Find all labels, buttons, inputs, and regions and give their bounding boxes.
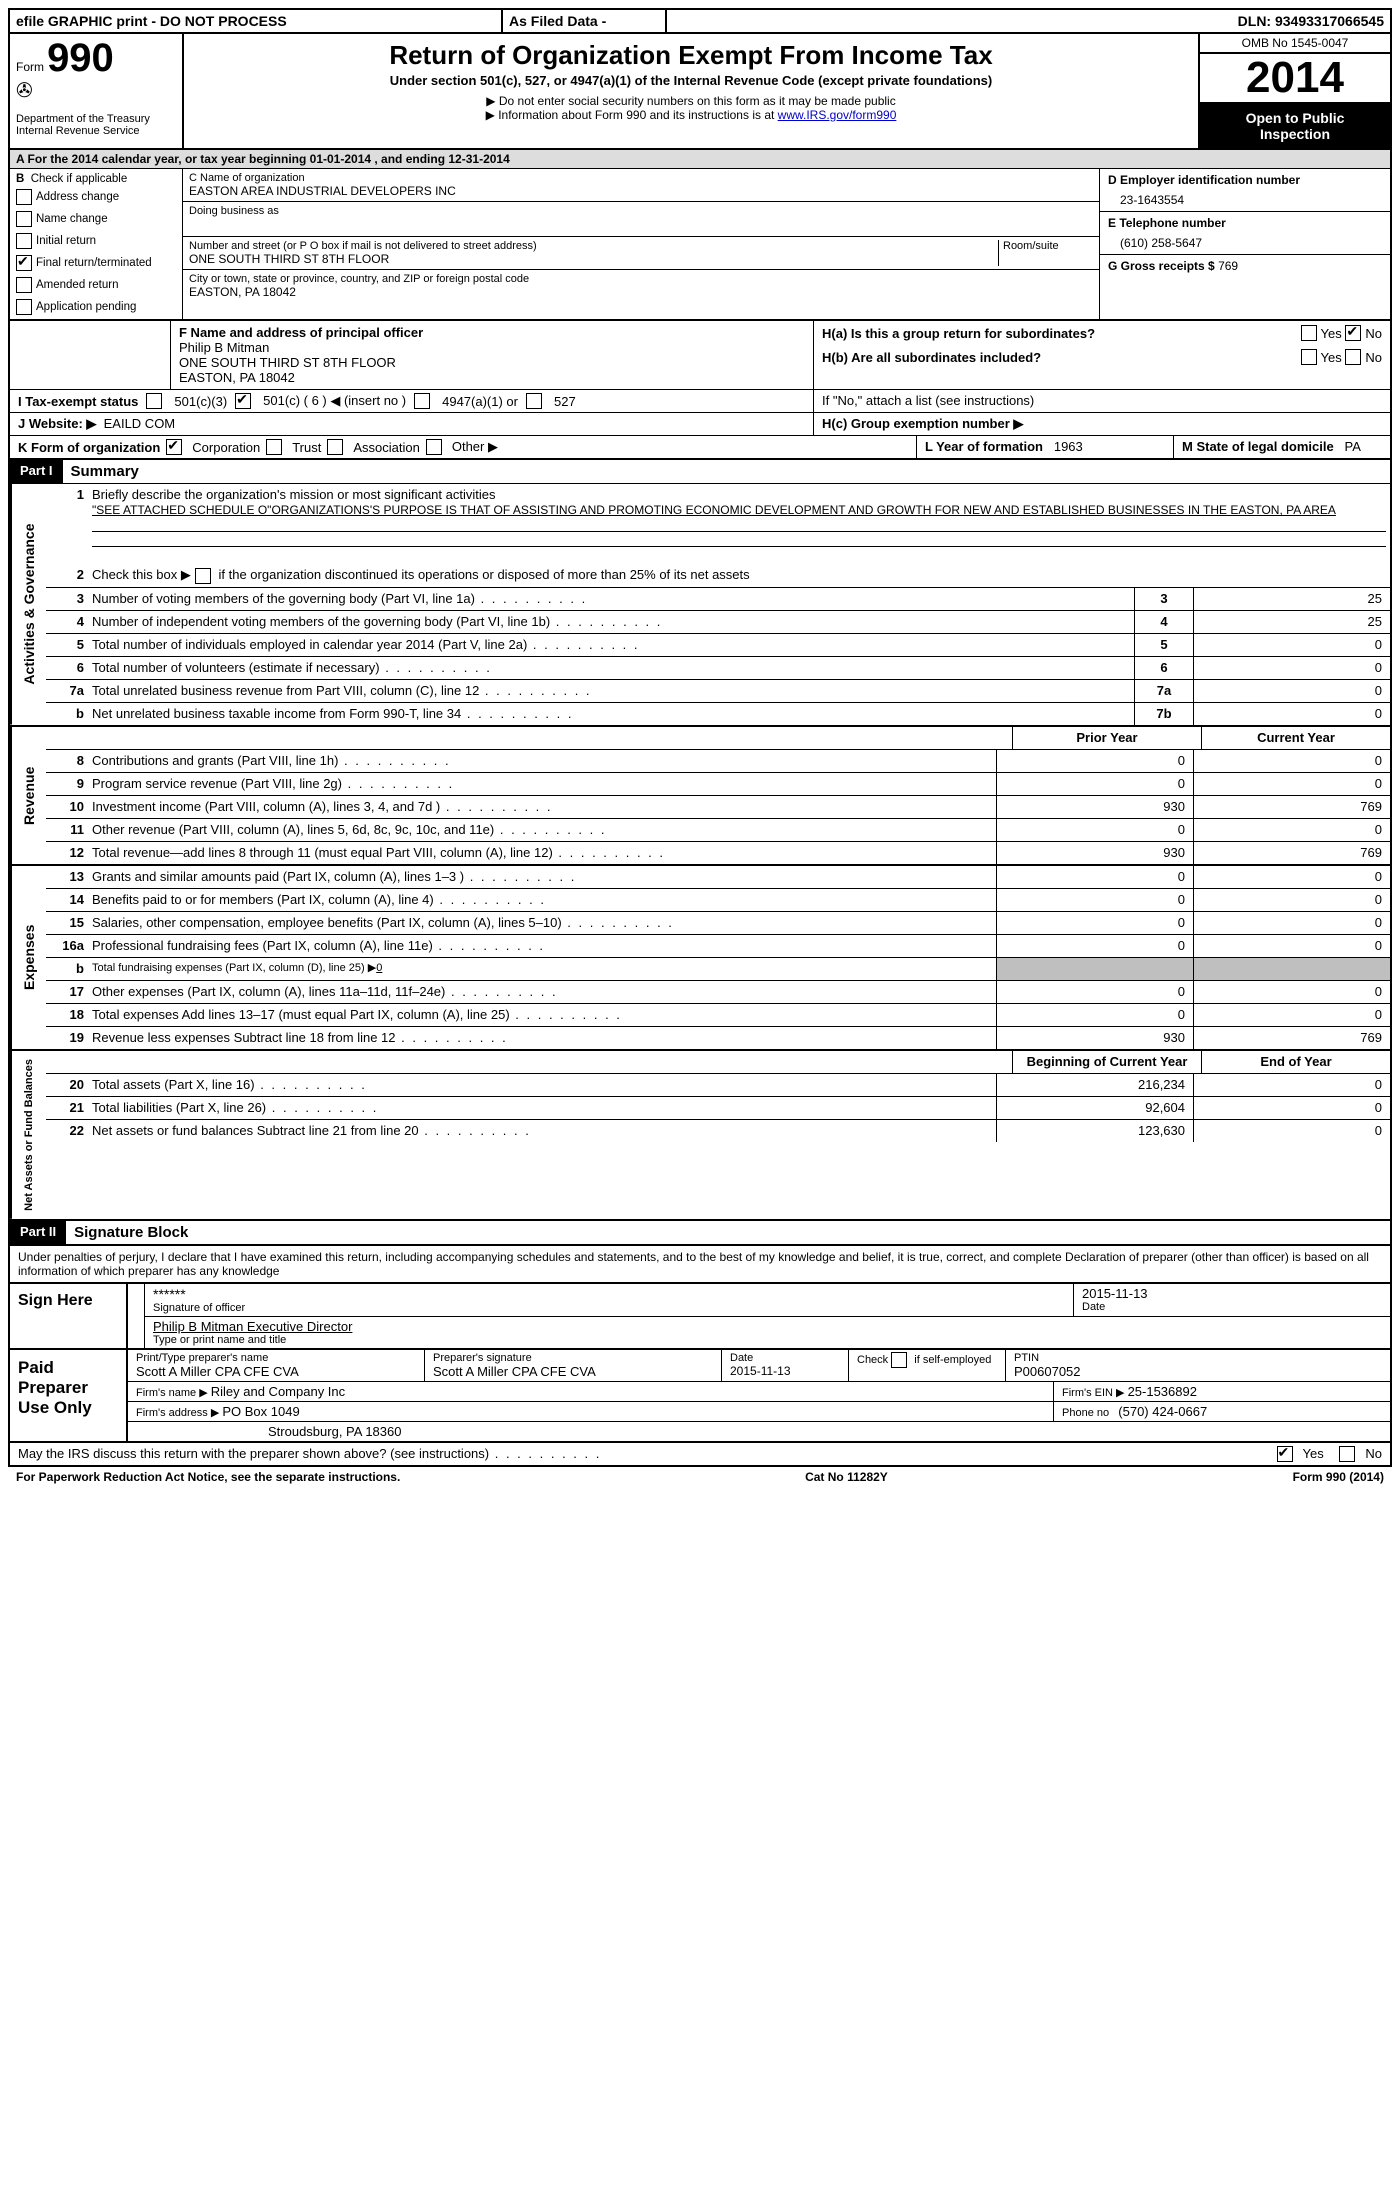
checkbox-initial-return[interactable]: [16, 233, 32, 249]
footer-row: For Paperwork Reduction Act Notice, see …: [8, 1467, 1392, 1487]
table-row: 13Grants and similar amounts paid (Part …: [46, 866, 1390, 889]
checkbox-trust[interactable]: [266, 439, 282, 455]
top-bar: efile GRAPHIC print - DO NOT PROCESS As …: [8, 8, 1392, 34]
side-netassets: Net Assets or Fund Balances: [10, 1051, 46, 1219]
header-right: OMB No 1545-0047 2014 Open to Public Ins…: [1198, 34, 1390, 148]
side-revenue: Revenue: [10, 727, 46, 864]
part1-header-row: Part I Summary: [8, 460, 1392, 484]
side-governance: Activities & Governance: [10, 484, 46, 725]
table-row: bNet unrelated business taxable income f…: [46, 703, 1390, 725]
table-row: 15Salaries, other compensation, employee…: [46, 912, 1390, 935]
city-state-zip: EASTON, PA 18042: [189, 285, 1093, 299]
checkbox-name-change[interactable]: [16, 211, 32, 227]
table-row: 16aProfessional fundraising fees (Part I…: [46, 935, 1390, 958]
netassets-block: Net Assets or Fund Balances Beginning of…: [8, 1051, 1392, 1221]
discuss-row: May the IRS discuss this return with the…: [8, 1443, 1392, 1467]
table-row: 14Benefits paid to or for members (Part …: [46, 889, 1390, 912]
column-b: B Check if applicable Address change Nam…: [10, 169, 183, 319]
part2-header-row: Part II Signature Block: [8, 1221, 1392, 1246]
table-row: 7aTotal unrelated business revenue from …: [46, 680, 1390, 703]
table-row: 19Revenue less expenses Subtract line 18…: [46, 1027, 1390, 1049]
checkbox-discontinued[interactable]: [195, 568, 211, 584]
table-row: 10Investment income (Part VIII, column (…: [46, 796, 1390, 819]
checkbox-ha-no[interactable]: [1345, 325, 1361, 341]
header-center: Return of Organization Exempt From Incom…: [184, 34, 1198, 148]
section-fh: F Name and address of principal officer …: [8, 321, 1392, 390]
checkbox-hb-no[interactable]: [1345, 349, 1361, 365]
table-row: 12Total revenue—add lines 8 through 11 (…: [46, 842, 1390, 864]
revenue-block: Revenue Prior Year Current Year 8Contrib…: [8, 727, 1392, 866]
governance-block: Activities & Governance 1 Briefly descri…: [8, 484, 1392, 727]
website: EAILD COM: [104, 416, 176, 431]
omb-number: OMB No 1545-0047: [1200, 34, 1390, 54]
form-number: 990: [47, 36, 114, 80]
table-row: 8Contributions and grants (Part VIII, li…: [46, 750, 1390, 773]
gross-receipts: 769: [1218, 259, 1238, 273]
dln-cell: DLN: 93493317066545: [1158, 10, 1390, 32]
table-row: 22Net assets or fund balances Subtract l…: [46, 1120, 1390, 1142]
column-h: H(a) Is this a group return for subordin…: [814, 321, 1390, 389]
table-row: 21Total liabilities (Part X, line 26)92,…: [46, 1097, 1390, 1120]
checkbox-assoc[interactable]: [327, 439, 343, 455]
paid-preparer-block: Paid Preparer Use Only Print/Type prepar…: [8, 1350, 1392, 1443]
checkbox-4947[interactable]: [414, 393, 430, 409]
checkbox-final-return[interactable]: [16, 255, 32, 271]
table-row: 3Number of voting members of the governi…: [46, 588, 1390, 611]
checkbox-self-employed[interactable]: [891, 1352, 907, 1368]
header-left: Form 990 ✇ Department of the Treasury In…: [10, 34, 184, 148]
form-title: Return of Organization Exempt From Incom…: [192, 40, 1190, 71]
table-row: 11Other revenue (Part VIII, column (A), …: [46, 819, 1390, 842]
mission-text: "SEE ATTACHED SCHEDULE O"ORGANIZATIONS'S…: [92, 503, 1336, 517]
table-row: 17Other expenses (Part IX, column (A), l…: [46, 981, 1390, 1004]
expenses-block: Expenses 13Grants and similar amounts pa…: [8, 866, 1392, 1051]
form-header: Form 990 ✇ Department of the Treasury In…: [8, 34, 1392, 150]
penalties-declaration: Under penalties of perjury, I declare th…: [8, 1246, 1392, 1284]
checkbox-527[interactable]: [526, 393, 542, 409]
table-row: 9Program service revenue (Part VIII, lin…: [46, 773, 1390, 796]
checkbox-hb-yes[interactable]: [1301, 349, 1317, 365]
checkbox-other[interactable]: [426, 439, 442, 455]
column-d: D Employer identification number 23-1643…: [1100, 169, 1390, 319]
efile-notice: efile GRAPHIC print - DO NOT PROCESS: [10, 10, 503, 32]
side-expenses: Expenses: [10, 866, 46, 1049]
checkbox-ha-yes[interactable]: [1301, 325, 1317, 341]
table-row: 6Total number of volunteers (estimate if…: [46, 657, 1390, 680]
asfiled-label: As Filed Data -: [503, 10, 667, 32]
section-bcd: B Check if applicable Address change Nam…: [8, 169, 1392, 321]
line-k: K Form of organization Corporation Trust…: [8, 436, 1392, 460]
table-row: 18Total expenses Add lines 13–17 (must e…: [46, 1004, 1390, 1027]
checkbox-app-pending[interactable]: [16, 299, 32, 315]
checkbox-501c[interactable]: [235, 393, 251, 409]
org-name: EASTON AREA INDUSTRIAL DEVELOPERS INC: [189, 184, 1093, 198]
table-row: 4Number of independent voting members of…: [46, 611, 1390, 634]
irs-link[interactable]: www.IRS.gov/form990: [778, 108, 897, 122]
checkbox-amended[interactable]: [16, 277, 32, 293]
line-i: I Tax-exempt status 501(c)(3) 501(c) ( 6…: [8, 390, 1392, 413]
column-c: C Name of organization EASTON AREA INDUS…: [183, 169, 1100, 319]
checkbox-discuss-yes[interactable]: [1277, 1446, 1293, 1462]
column-f: F Name and address of principal officer …: [171, 321, 814, 389]
row-a-tax-year: A For the 2014 calendar year, or tax yea…: [8, 150, 1392, 169]
tax-year: 2014: [1200, 54, 1390, 104]
phone: (610) 258-5647: [1108, 236, 1382, 250]
open-to-public: Open to Public Inspection: [1200, 104, 1390, 148]
street-address: ONE SOUTH THIRD ST 8TH FLOOR: [189, 252, 998, 266]
line-j: J Website: ▶ EAILD COM H(c) Group exempt…: [8, 413, 1392, 436]
sign-here-block: Sign Here ****** Signature of officer 20…: [8, 1284, 1392, 1350]
checkbox-corp[interactable]: [166, 439, 182, 455]
table-row: bTotal fundraising expenses (Part IX, co…: [46, 958, 1390, 981]
checkbox-address-change[interactable]: [16, 189, 32, 205]
table-row: 20Total assets (Part X, line 16)216,2340: [46, 1074, 1390, 1097]
checkbox-501c3[interactable]: [146, 393, 162, 409]
checkbox-discuss-no[interactable]: [1339, 1446, 1355, 1462]
ein: 23-1643554: [1108, 193, 1382, 207]
part2-label: Part II: [10, 1221, 66, 1244]
part1-label: Part I: [10, 460, 63, 483]
table-row: 5Total number of individuals employed in…: [46, 634, 1390, 657]
